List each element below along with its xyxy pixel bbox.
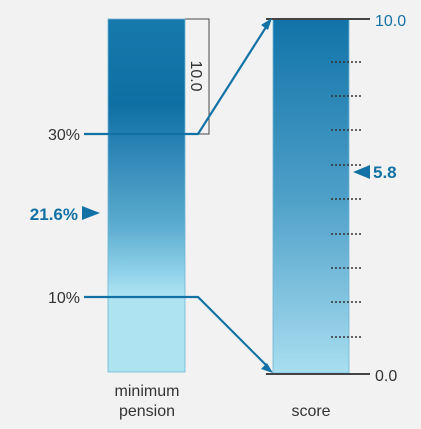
lower-threshold-label: 10%: [48, 290, 80, 307]
lower-connector-arrowhead: [261, 363, 273, 373]
minimum-pension-bar: [107, 18, 186, 373]
score-bar-label: score: [291, 403, 330, 420]
lower-threshold-connector: [84, 295, 269, 368]
bracket-label: 10.0: [187, 60, 204, 91]
current-score-value: 5.8: [373, 163, 397, 182]
upper-threshold-connector: [84, 23, 269, 136]
current-pension-value: 21.6%: [30, 205, 78, 224]
score-ticks: [331, 61, 363, 338]
current-pension-marker-icon: [82, 206, 100, 220]
score-bar: [272, 18, 350, 374]
minimum-pension-label-line1: minimum: [115, 383, 180, 400]
score-min-label: 0.0: [375, 368, 397, 385]
upper-threshold-label: 30%: [48, 127, 80, 144]
score-max-label: 10.0: [375, 13, 406, 30]
current-score-marker-icon: [353, 165, 370, 179]
upper-connector-arrowhead: [261, 18, 272, 30]
minimum-pension-label-line2: pension: [119, 403, 175, 420]
